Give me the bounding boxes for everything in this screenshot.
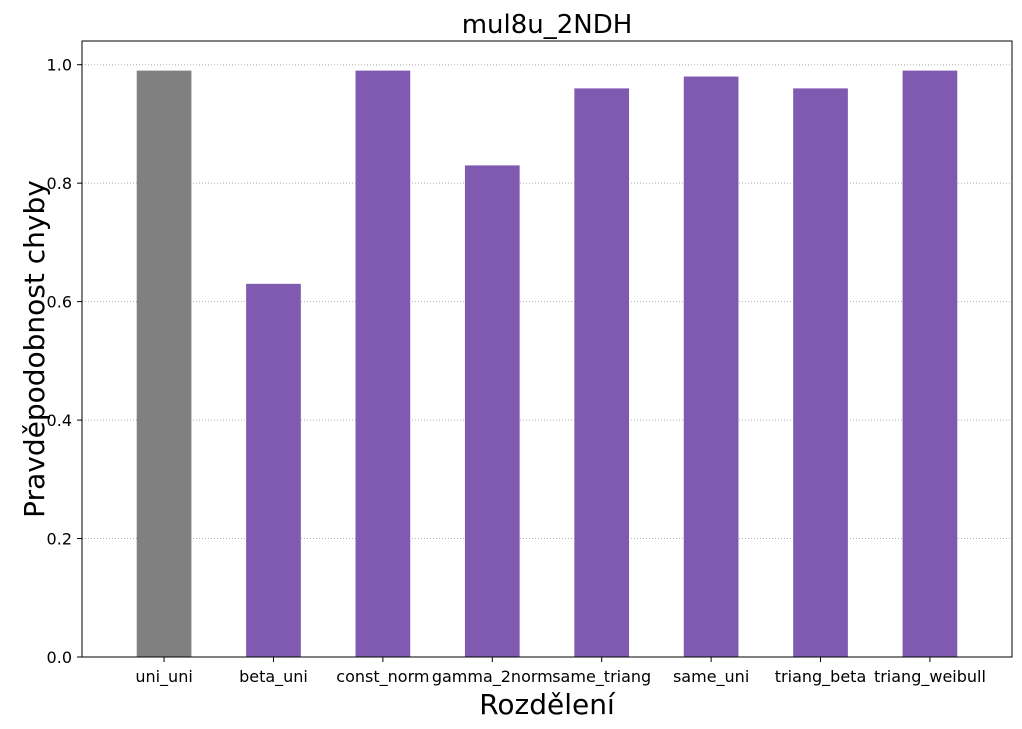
y-tick-label: 0.2 — [47, 530, 72, 549]
y-tick-label: 1.0 — [47, 56, 72, 75]
y-tick-label: 0.8 — [47, 174, 72, 193]
bar-beta-uni — [246, 283, 301, 657]
bar-same-uni — [683, 76, 739, 658]
bars — [136, 70, 958, 658]
y-tick-label: 0.0 — [47, 648, 72, 667]
x-tick-label: const_norm — [336, 667, 429, 687]
x-tick-label: same_uni — [673, 667, 749, 687]
plot-frame — [81, 40, 1013, 658]
y-tick-label: 0.4 — [47, 411, 72, 430]
x-axis-ticks: uni_uni beta_uni const_norm gamma_2norm same… — [135, 657, 986, 687]
x-tick-label: same_triang — [552, 667, 651, 687]
bar-triang-weibull — [902, 70, 958, 658]
x-tick-label: triang_beta — [775, 667, 866, 687]
bar-uni-uni — [136, 70, 192, 658]
x-tick-label: uni_uni — [135, 667, 192, 687]
bar-same-triang — [574, 88, 630, 657]
x-axis-label: Rozdělení — [479, 688, 616, 721]
x-tick-label: beta_uni — [239, 667, 308, 687]
x-tick-label: gamma_2norm — [432, 667, 553, 687]
bar-gamma-2norm — [464, 165, 520, 657]
y-tick-label: 0.6 — [47, 293, 72, 312]
gridlines — [82, 64, 1012, 658]
bar-triang-beta — [793, 88, 848, 657]
bar-const-norm — [355, 70, 411, 658]
y-axis-label: Pravděpodobnost chyby — [18, 180, 51, 518]
chart-title: mul8u_2NDH — [462, 10, 633, 40]
x-tick-label: triang_weibull — [874, 667, 986, 687]
y-axis-ticks: 0.0 0.2 0.4 0.6 0.8 1.0 — [47, 56, 82, 667]
